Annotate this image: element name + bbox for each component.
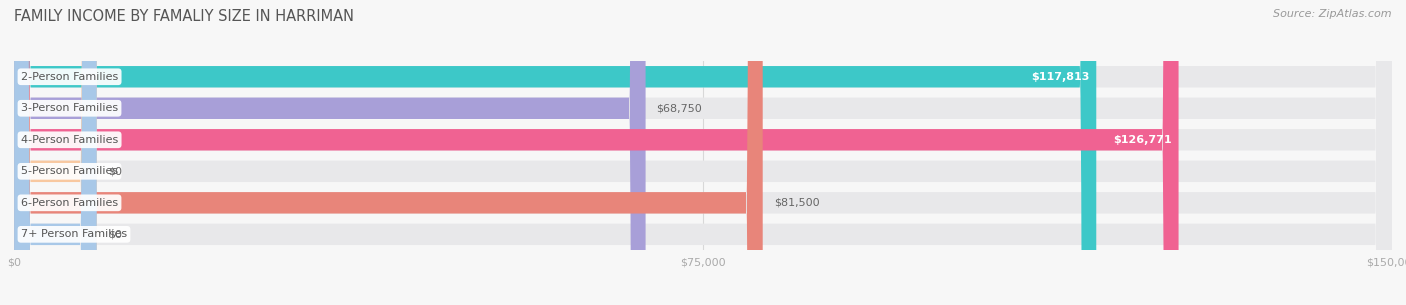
Text: $126,771: $126,771 xyxy=(1114,135,1171,145)
Text: 4-Person Families: 4-Person Families xyxy=(21,135,118,145)
Text: $68,750: $68,750 xyxy=(657,103,703,113)
Text: $117,813: $117,813 xyxy=(1031,72,1090,82)
FancyBboxPatch shape xyxy=(14,0,97,305)
FancyBboxPatch shape xyxy=(14,0,1392,305)
Text: FAMILY INCOME BY FAMALIY SIZE IN HARRIMAN: FAMILY INCOME BY FAMALIY SIZE IN HARRIMA… xyxy=(14,9,354,24)
Text: 2-Person Families: 2-Person Families xyxy=(21,72,118,82)
FancyBboxPatch shape xyxy=(14,0,1392,305)
Text: $81,500: $81,500 xyxy=(773,198,820,208)
FancyBboxPatch shape xyxy=(14,0,645,305)
Text: Source: ZipAtlas.com: Source: ZipAtlas.com xyxy=(1274,9,1392,19)
FancyBboxPatch shape xyxy=(14,0,762,305)
FancyBboxPatch shape xyxy=(14,0,1392,305)
FancyBboxPatch shape xyxy=(14,0,97,305)
FancyBboxPatch shape xyxy=(14,0,1097,305)
FancyBboxPatch shape xyxy=(14,0,1392,305)
Text: $0: $0 xyxy=(108,229,122,239)
Text: 7+ Person Families: 7+ Person Families xyxy=(21,229,127,239)
Text: 5-Person Families: 5-Person Families xyxy=(21,166,118,176)
Text: 6-Person Families: 6-Person Families xyxy=(21,198,118,208)
FancyBboxPatch shape xyxy=(14,0,1392,305)
Text: 3-Person Families: 3-Person Families xyxy=(21,103,118,113)
FancyBboxPatch shape xyxy=(14,0,1392,305)
Text: $0: $0 xyxy=(108,166,122,176)
FancyBboxPatch shape xyxy=(14,0,1178,305)
